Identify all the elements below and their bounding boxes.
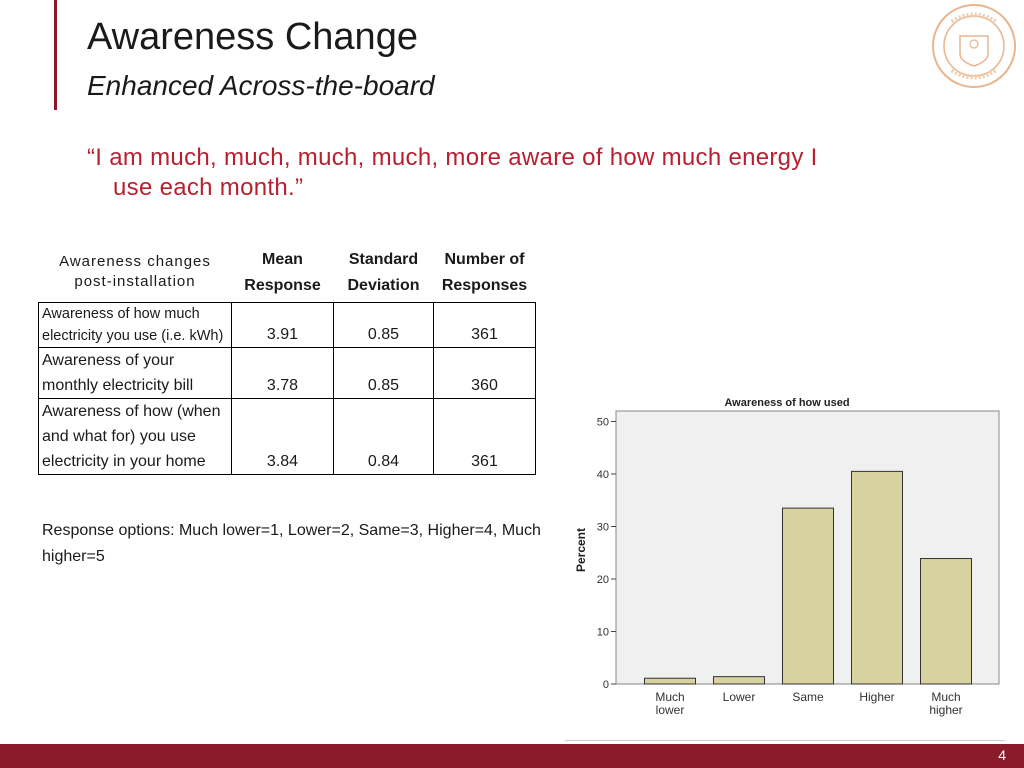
row-label: Awareness of how (when and what for) you… — [38, 398, 232, 475]
row-sd: 0.85 — [333, 347, 434, 399]
awareness-bar-chart: Awareness of how used Percent 0 10 20 30 40 5… — [574, 397, 1000, 717]
row-n: 360 — [433, 347, 536, 399]
table-row: Awareness of how (when and what for) you… — [38, 398, 536, 475]
chart-title: Awareness of how used — [724, 397, 849, 409]
header-sd: Standard Deviation — [347, 251, 420, 294]
bar-higher — [851, 470, 903, 685]
quote-line-1: “I am much, much, much, much, more aware… — [87, 144, 818, 171]
university-seal-logo — [932, 4, 1016, 88]
testimonial-quote: “I am much, much, much, much, more aware… — [87, 143, 987, 203]
x-tick-label: Much lower — [655, 690, 684, 717]
footer-bar: 4 — [0, 744, 1024, 768]
awareness-stats-table: Awareness changes post-installation Mean… — [38, 244, 536, 475]
bar-much-lower — [644, 677, 696, 685]
row-n: 361 — [433, 302, 536, 348]
row-mean: 3.78 — [231, 347, 334, 399]
table-row: Awareness of how much electricity you us… — [38, 302, 536, 348]
quote-line-2: use each month.” — [113, 174, 304, 201]
header-n: Number of Responses — [441, 251, 528, 294]
slide-title: Awareness Change — [87, 16, 418, 58]
response-options-note: Response options: Much lower=1, Lower=2,… — [42, 522, 541, 565]
table-row: Awareness of your monthly electricity bi… — [38, 347, 536, 399]
x-tick-label: Higher — [859, 690, 894, 704]
page-number: 4 — [998, 747, 1006, 763]
y-tick-label: 20 — [597, 574, 609, 586]
y-tick-label: 40 — [597, 469, 609, 481]
y-tick-label: 0 — [603, 679, 609, 691]
row-mean: 3.91 — [231, 302, 334, 348]
x-tick-label: Same — [792, 690, 824, 704]
row-mean: 3.84 — [231, 398, 334, 475]
x-tick-label: Much higher — [929, 690, 962, 717]
header-mean: Mean Response — [244, 251, 321, 294]
bar-much-higher — [920, 558, 972, 685]
row-label: Awareness of your monthly electricity bi… — [38, 347, 232, 399]
y-tick-label: 10 — [597, 627, 609, 639]
header-row-label: Awareness changes post-installation — [59, 253, 211, 290]
table-header-row: Awareness changes post-installation Mean… — [39, 244, 536, 303]
row-label: Awareness of how much electricity you us… — [38, 302, 232, 348]
chart-divider — [565, 740, 1005, 741]
bar-lower — [713, 676, 765, 685]
row-n: 361 — [433, 398, 536, 475]
title-accent-bar — [54, 0, 57, 110]
y-tick-label: 30 — [597, 522, 609, 534]
row-sd: 0.84 — [333, 398, 434, 475]
bar-same — [782, 507, 834, 685]
chart-y-axis-label: Percent — [574, 528, 588, 572]
row-sd: 0.85 — [333, 302, 434, 348]
slide-subtitle: Enhanced Across-the-board — [87, 70, 435, 101]
y-tick-label: 50 — [597, 417, 609, 429]
x-tick-label: Lower — [723, 690, 756, 704]
